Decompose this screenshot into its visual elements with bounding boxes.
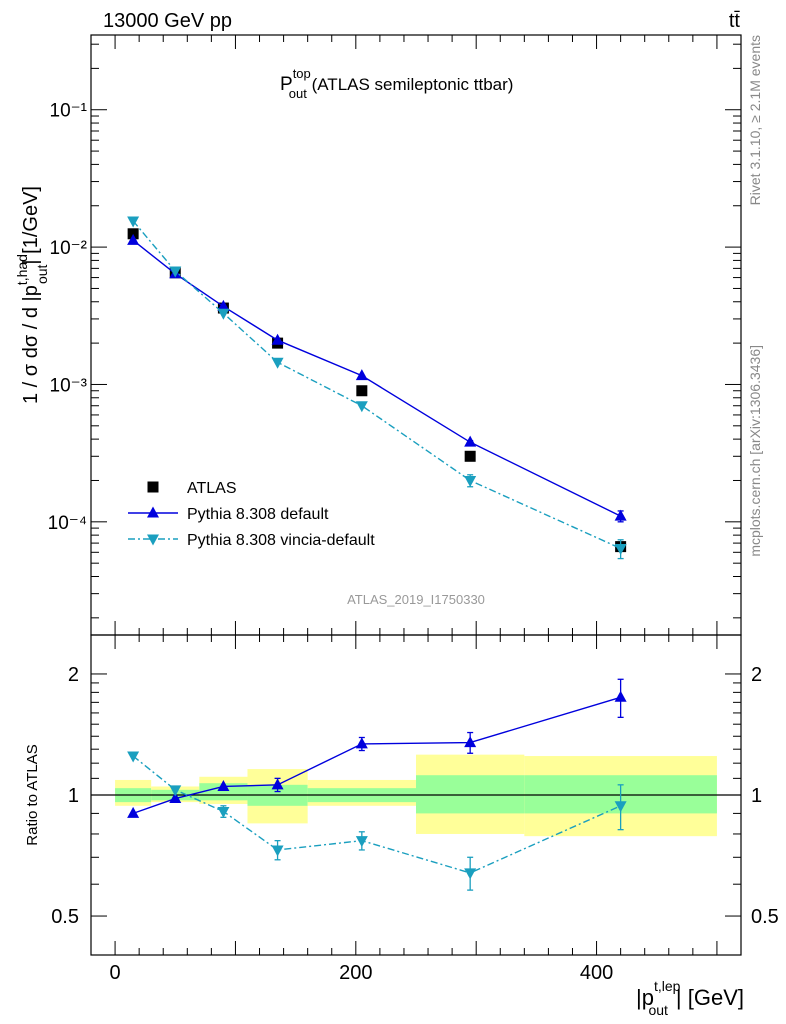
ratio-point-0-1 [169,792,182,804]
main-point-1-0 [127,233,140,245]
x-label-part1: |p [636,985,654,1010]
x-label-sup: t,lep [654,978,681,994]
ratio-y-tick-label: 1 [68,785,79,807]
y-tick-label: 10⁻¹ [50,101,88,122]
main-point-0-0 [127,228,139,240]
main-panel: 10⁻¹ 10⁻² 10⁻³ 10⁻⁴ Ptop out (ATLAS semilept… [14,34,742,636]
main-point-1-4 [355,369,368,381]
ratio-point-1-5 [464,868,477,880]
mcplots-label: mcplots.cern.ch [arXiv:1306.3436] [747,345,763,557]
y-tick-label: 10⁻³ [50,375,88,396]
ratio-panel: 0 200 400 0.5 0.5 1 1 2 2 Ratio to ATLAS |pt,lep… [24,634,779,1018]
legend-marker-2 [147,534,159,546]
ratio-y-tick-label-right: 0.5 [751,906,779,928]
ratio-point-0-3 [271,778,284,790]
legend-label-2: Pythia 8.308 vincia-default [187,532,375,549]
legend-label-0: ATLAS [187,480,237,497]
ratio-point-0-0 [127,806,140,818]
legend-label-1: Pythia 8.308 default [187,506,329,523]
main-title-sub: out [289,86,307,101]
legend-marker-0 [147,481,159,493]
main-point-2-3 [271,357,284,369]
ratio-point-1-0 [127,751,140,763]
legend-marker-1 [147,506,159,518]
main-point-2-4 [355,401,368,413]
ratio-band-inner-5 [416,775,525,814]
ratio-point-1-2 [217,806,230,818]
header-left: 13000 GeV pp [103,10,232,32]
y-tick-label: 10⁻⁴ [48,513,87,534]
analysis-label: ATLAS_2019_I1750330 [347,592,485,607]
y-tick-label: 10⁻² [50,238,88,259]
main-title-base: P [280,74,293,95]
main-point-0-5 [464,450,476,462]
ratio-point-0-5 [464,736,477,748]
y-label-sub: out [34,264,50,284]
main-y-label: 1 / σ dσ / d |pt,had out| [1/GeV] [14,186,50,404]
ratio-frame [90,634,742,956]
main-point-1-3 [271,333,284,345]
main-point-1-6 [614,509,627,521]
ratio-y-tick-label: 0.5 [51,906,79,928]
main-point-2-0 [127,216,140,228]
x-label-sub: out [648,1002,668,1018]
legend: ATLAS Pythia 8.308 default Pythia 8.308 vi… [128,480,375,549]
main-point-1-2 [217,299,230,311]
main-point-2-1 [169,266,182,278]
main-point-2-2 [217,308,230,320]
ratio-y-tick-label: 2 [68,664,79,686]
x-tick-label: 200 [339,962,372,984]
main-title-sup: top [293,66,311,81]
y-label-part1: 1 / σ dσ / d |p [20,285,42,404]
ratio-y-label: Ratio to ATLAS [24,744,41,845]
x-label-part2: | [GeV] [676,985,744,1010]
ratio-point-1-4 [355,836,368,848]
x-tick-label: 400 [580,962,613,984]
header-right: tt̄ [729,10,741,32]
ratio-point-0-6 [614,690,627,702]
ratio-point-1-3 [271,845,284,857]
y-label-part2: | [1/GeV] [20,186,42,265]
main-title-rest: (ATLAS semileptonic ttbar) [307,75,514,94]
ratio-band-inner-2 [199,783,248,801]
main-point-0-4 [356,385,368,397]
ratio-y-tick-label-right: 1 [751,785,762,807]
ratio-y-tick-label-right: 2 [751,664,762,686]
main-series-line-1 [132,239,621,517]
main-point-2-5 [464,475,477,487]
main-point-1-5 [464,435,477,447]
ratio-point-1-6 [614,801,627,813]
rivet-label: Rivet 3.1.10, ≥ 2.1M events [747,35,763,205]
x-tick-label: 0 [110,962,121,984]
y-label-sup: t,had [14,254,30,285]
main-point-2-6 [614,543,627,555]
x-axis-label: |pt,lep out | [GeV] [636,978,744,1018]
ratio-point-0-4 [355,737,368,749]
ratio-point-1-1 [169,785,182,797]
main-title: Ptop out (ATLAS semileptonic ttbar) [280,66,513,101]
ratio-point-0-2 [217,779,230,791]
